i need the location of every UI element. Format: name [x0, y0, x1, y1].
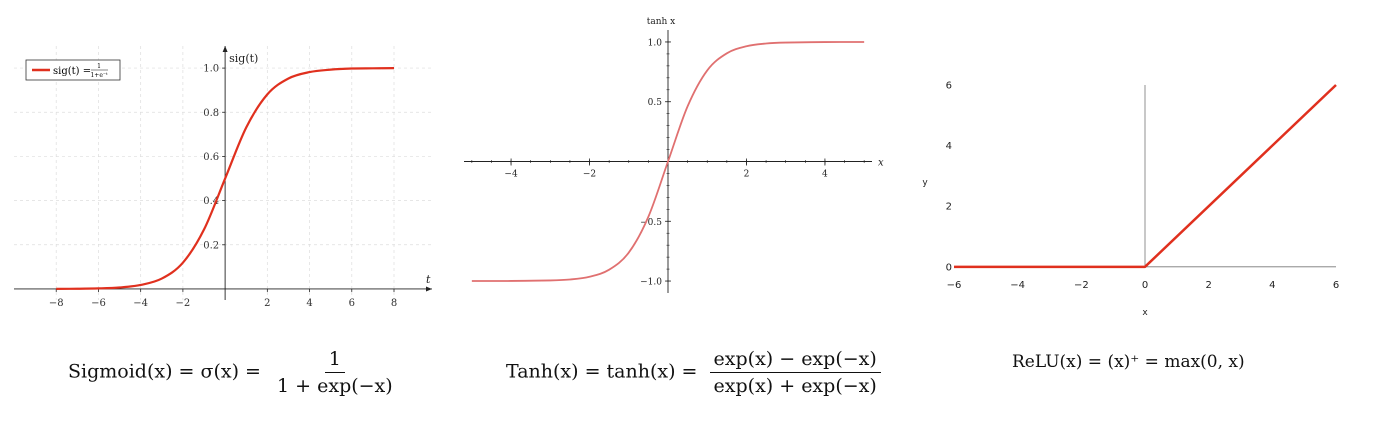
- sigmoid-formula-denominator: 1 + exp(−x): [277, 375, 393, 397]
- y-tick-label: 0.2: [203, 240, 219, 251]
- relu-formula-text: ReLU(x) = (x)⁺ = max(0, x): [1012, 352, 1245, 372]
- y-tick-label: 0: [946, 262, 952, 273]
- x-tick-label: −4: [133, 298, 148, 309]
- x-tick-label: −8: [49, 298, 64, 309]
- y-axis-label: sig(t): [229, 52, 258, 65]
- x-tick-label: 2: [264, 298, 270, 309]
- series-line: [954, 84, 1337, 269]
- y-tick-label: −1.0: [640, 278, 662, 288]
- tanh-formula-numerator: exp(x) − exp(−x): [709, 348, 881, 373]
- x-tick-label: 2: [744, 170, 750, 180]
- legend-den: 1+e⁻ᵗ: [90, 72, 108, 79]
- x-tick-label: −6: [91, 298, 106, 309]
- legend-num: 1: [97, 63, 101, 70]
- y-tick-label: 1.0: [648, 38, 663, 48]
- sigmoid-legend: sig(t) = 1 1+e⁻ᵗ: [25, 59, 121, 81]
- y-tick-label: −0.5: [640, 218, 662, 228]
- tanh-formula-fraction: exp(x) − exp(−x) exp(x) + exp(−x): [709, 348, 881, 397]
- x-tick-label: 6: [1333, 280, 1339, 291]
- y-tick-label: 0.6: [203, 152, 219, 163]
- x-axis-label: x: [1142, 308, 1148, 318]
- legend-lhs: sig(t) =: [53, 66, 91, 77]
- x-tick-label: −2: [176, 298, 191, 309]
- relu-chart: −6 −4 −2 0 2 4 6 0 2 4 6 y x: [922, 81, 1339, 319]
- x-tick-label: 2: [1205, 280, 1211, 291]
- x-axis-arrow: [426, 286, 432, 292]
- tanh-formula: Tanh(x) = tanh(x) = exp(x) − exp(−x) exp…: [506, 348, 881, 397]
- sigmoid-chart: −8 −6 −4 −2 2 4 6 8 0.2 0.4 0.6 0.8 1.0 sig(t) t: [14, 46, 432, 309]
- y-axis-label: y: [922, 178, 928, 188]
- y-tick-label: 0.4: [203, 196, 219, 207]
- x-tick-label: −4: [1010, 280, 1025, 291]
- y-axis-arrow: [222, 46, 228, 52]
- legend-box: [25, 59, 121, 81]
- x-tick-label: 4: [822, 170, 828, 180]
- sigmoid-formula: Sigmoid(x) = σ(x) = 1 1 + exp(−x): [68, 348, 397, 397]
- relu-formula: ReLU(x) = (x)⁺ = max(0, x): [1012, 352, 1245, 372]
- x-tick-label: 8: [391, 298, 397, 309]
- x-tick-label: −4: [504, 170, 518, 180]
- series-line: [56, 66, 395, 290]
- sigmoid-formula-numerator: 1: [324, 348, 345, 373]
- series-line: [471, 41, 865, 282]
- x-tick-label: 0: [1142, 280, 1148, 291]
- tanh-chart: −4 −2 2 4 −1.0 −0.5 0.5 1.0 tanh x x: [464, 17, 884, 293]
- x-axis-label: x: [878, 158, 884, 169]
- y-tick-label: 2: [946, 202, 952, 213]
- tanh-formula-lhs: Tanh(x) = tanh(x) =: [506, 360, 698, 383]
- y-tick-label: 1.0: [203, 64, 219, 75]
- y-axis-label: tanh x: [647, 17, 676, 27]
- y-tick-label: 0.8: [203, 108, 219, 119]
- y-tick-label: 4: [946, 141, 952, 152]
- x-axis-label: t: [426, 273, 431, 286]
- y-tick-label: 0.5: [648, 98, 663, 108]
- x-tick-label: −6: [947, 280, 962, 291]
- x-tick-label: −2: [1074, 280, 1089, 291]
- tanh-formula-denominator: exp(x) + exp(−x): [713, 375, 877, 397]
- x-tick-label: 4: [306, 298, 312, 309]
- y-tick-label: 6: [946, 81, 952, 92]
- x-tick-label: 6: [349, 298, 355, 309]
- sigmoid-formula-lhs: Sigmoid(x) = σ(x) =: [68, 360, 261, 383]
- sigmoid-formula-fraction: 1 1 + exp(−x): [273, 348, 397, 397]
- x-tick-label: 4: [1269, 280, 1275, 291]
- x-tick-label: −2: [583, 170, 596, 180]
